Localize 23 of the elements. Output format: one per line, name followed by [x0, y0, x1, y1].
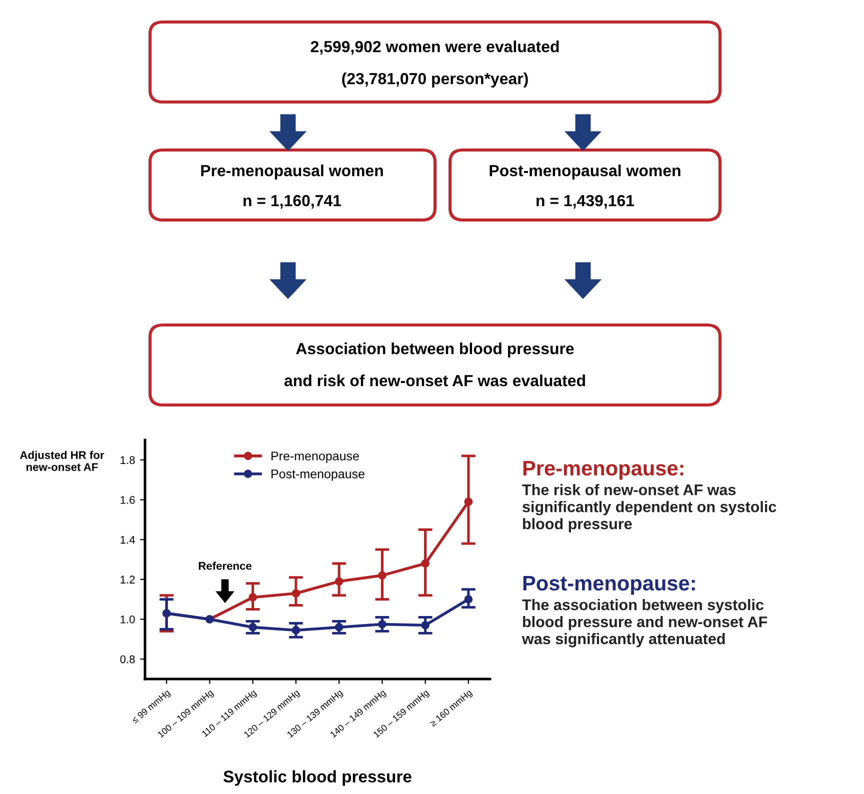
text: The risk of new-onset AF was significantly dependent on systolic blood pressure	[522, 484, 776, 532]
y-tick-label: 1.0	[120, 616, 135, 624]
legend-label: Post-menopause	[272, 470, 364, 481]
annotation: Reference	[198, 562, 252, 570]
y-axis-title: Adjusted HR for new-onset AF	[20, 450, 104, 471]
y-tick-label: 1.4	[120, 536, 135, 544]
text: n = 1,439,161	[536, 194, 634, 209]
text: Pre-menopausal women	[201, 164, 383, 180]
y-tick-label: 1.8	[120, 456, 135, 464]
y-tick-label: 1.6	[120, 496, 135, 504]
text: Post-menopause:	[523, 576, 695, 595]
y-tick-label: 1.2	[120, 576, 135, 584]
text: Association between blood pressure	[296, 342, 574, 358]
legend-label: Pre-menopause	[272, 452, 359, 463]
text: 2,599,902 women were evaluated	[310, 40, 559, 55]
text: The association between systolic blood pressure and new-onset AF was significantly attenuated	[522, 599, 768, 648]
x-axis-title: Systolic blood pressure	[224, 770, 412, 786]
text: n = 1,160,741	[244, 194, 342, 209]
text: (23,781,070 person*year)	[342, 72, 528, 88]
text: and risk of new-onset AF was evaluated	[284, 374, 585, 386]
text: Post-menopausal women	[490, 164, 680, 180]
text: Pre-menopause:	[523, 461, 684, 480]
y-tick-label: 0.8	[120, 655, 135, 664]
